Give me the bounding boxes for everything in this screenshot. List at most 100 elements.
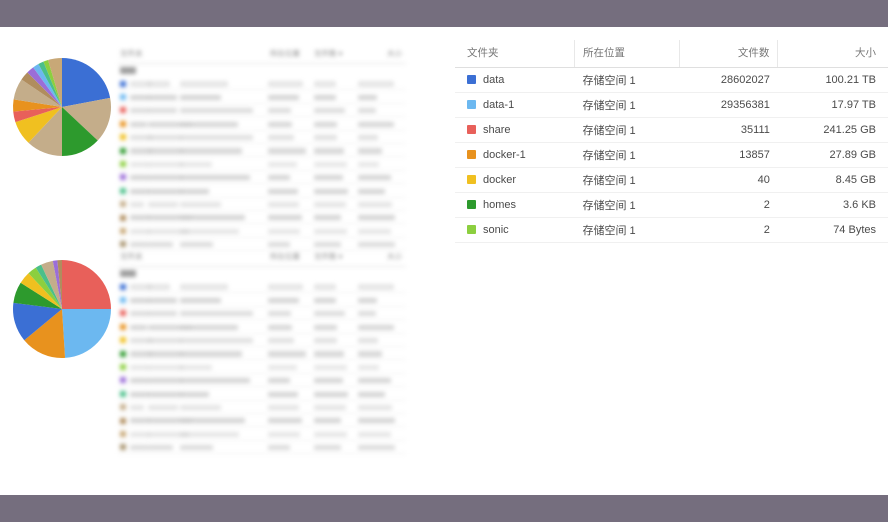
blurred-text	[148, 284, 170, 290]
blurred-text	[130, 134, 153, 141]
cell-location: 存储空间 1	[574, 117, 680, 143]
blurred-text	[314, 242, 342, 248]
pie-slice	[33, 64, 62, 107]
table-row[interactable]: docker 存储空间 1 40 8.45 GB	[455, 167, 888, 193]
blurred-text	[180, 148, 242, 154]
blurred-text	[358, 404, 393, 411]
cell-folder-name: sonic	[455, 217, 575, 243]
color-swatch-icon	[467, 200, 476, 209]
folder-name-text: docker-1	[483, 149, 526, 161]
blurred-header-size: 大小	[387, 49, 402, 58]
window-chrome-bottom	[0, 495, 888, 522]
blurred-table-row	[118, 401, 406, 414]
blurred-text	[148, 311, 177, 317]
column-header-folder[interactable]: 文件夹	[455, 40, 575, 68]
blurred-text	[358, 215, 395, 221]
blurred-text	[358, 284, 394, 290]
blurred-table-rows-2	[118, 280, 406, 455]
blurred-text	[314, 188, 348, 194]
blurred-text	[148, 364, 183, 370]
blurred-text	[358, 188, 386, 194]
blurred-text	[180, 404, 221, 411]
blurred-text	[314, 175, 344, 181]
column-header-size[interactable]: 大小	[777, 40, 888, 68]
blurred-header-size-2: 大小	[387, 252, 402, 261]
blurred-text	[268, 121, 292, 127]
column-header-file-count[interactable]: 文件数	[678, 40, 778, 68]
blurred-text	[314, 201, 347, 208]
blurred-table-row	[118, 171, 406, 185]
right-panel: 文件夹 所在位置 文件数 大小 data 存储空间 1 28602027 100.21…	[455, 40, 888, 243]
cell-file-count: 2	[679, 217, 778, 243]
pie-slice	[62, 309, 111, 358]
blurred-text	[358, 364, 380, 370]
blurred-table-row	[118, 293, 406, 307]
pie-slice	[13, 99, 62, 112]
color-swatch-icon	[120, 120, 126, 127]
blurred-text	[358, 81, 394, 87]
blurred-text	[268, 445, 291, 451]
blurred-text	[268, 284, 304, 290]
color-swatch-icon	[120, 444, 126, 451]
blurred-group-label-2	[118, 267, 406, 280]
blurred-text	[268, 418, 302, 424]
blurred-table-row	[118, 238, 406, 252]
blurred-table-row	[118, 211, 406, 225]
blurred-text	[130, 284, 152, 290]
blurred-text	[268, 404, 300, 411]
blurred-text	[358, 175, 391, 181]
blurred-text	[314, 161, 348, 167]
blurred-text	[358, 121, 395, 127]
color-swatch-icon	[120, 107, 126, 114]
pie-slice	[27, 67, 62, 107]
blurred-text	[130, 391, 150, 397]
blurred-text	[148, 337, 182, 344]
blurred-text	[314, 311, 346, 317]
pie-chart-1	[13, 58, 111, 156]
blurred-text	[180, 201, 221, 208]
blurred-text	[180, 134, 254, 141]
color-swatch-icon	[120, 363, 126, 370]
blurred-text	[268, 175, 291, 181]
pie-slice	[13, 79, 62, 107]
cell-file-count: 28602027	[679, 67, 778, 93]
folder-table: 文件夹 所在位置 文件数 大小 data 存储空间 1 28602027 100.21…	[455, 40, 888, 243]
blurred-table-row	[118, 184, 406, 198]
column-header-location[interactable]: 所在位置	[573, 40, 680, 68]
color-swatch-icon	[120, 430, 126, 437]
blurred-text	[130, 431, 151, 437]
table-row[interactable]: docker-1 存储空间 1 13857 27.89 GB	[455, 142, 888, 168]
color-swatch-icon	[120, 323, 126, 330]
blurred-table-header-1: 文件夹 所在位置 文件数 ▾ 大小	[118, 44, 406, 64]
blurred-text	[130, 121, 147, 127]
cell-folder-name: homes	[455, 192, 575, 218]
cell-size: 241.25 GB	[777, 117, 888, 143]
blurred-text	[130, 242, 148, 248]
blurred-table-row	[118, 157, 406, 171]
table-row[interactable]: data-1 存储空间 1 29356381 17.97 TB	[455, 92, 888, 118]
color-swatch-icon	[120, 174, 126, 181]
cell-location: 存储空间 1	[574, 67, 680, 93]
table-row[interactable]: data 存储空间 1 28602027 100.21 TB	[455, 67, 888, 93]
blurred-folder-table-1: 文件夹 所在位置 文件数 ▾ 大小	[118, 44, 406, 252]
pie-slice	[62, 97, 111, 141]
blurred-text	[358, 445, 396, 451]
blurred-text	[180, 242, 213, 248]
blurred-text	[180, 351, 242, 357]
blurred-text	[268, 391, 298, 397]
folder-table-head: 文件夹 所在位置 文件数 大小	[455, 40, 888, 68]
folder-name-text: docker	[483, 174, 517, 186]
color-swatch-icon	[467, 225, 476, 234]
blurred-text	[148, 378, 183, 384]
blurred-text	[180, 175, 250, 181]
pie-slice	[21, 72, 62, 107]
blurred-text	[180, 81, 228, 87]
table-row[interactable]: sonic 存储空间 1 2 74 Bytes	[455, 217, 888, 243]
pie-slice	[41, 260, 62, 309]
table-row[interactable]: share 存储空间 1 35111 241.25 GB	[455, 117, 888, 143]
table-row[interactable]: homes 存储空间 1 2 3.6 KB	[455, 192, 888, 218]
pie-slice	[13, 107, 62, 123]
blurred-header-filecount-2: 文件数 ▾	[314, 252, 343, 261]
blurred-text	[148, 297, 178, 303]
